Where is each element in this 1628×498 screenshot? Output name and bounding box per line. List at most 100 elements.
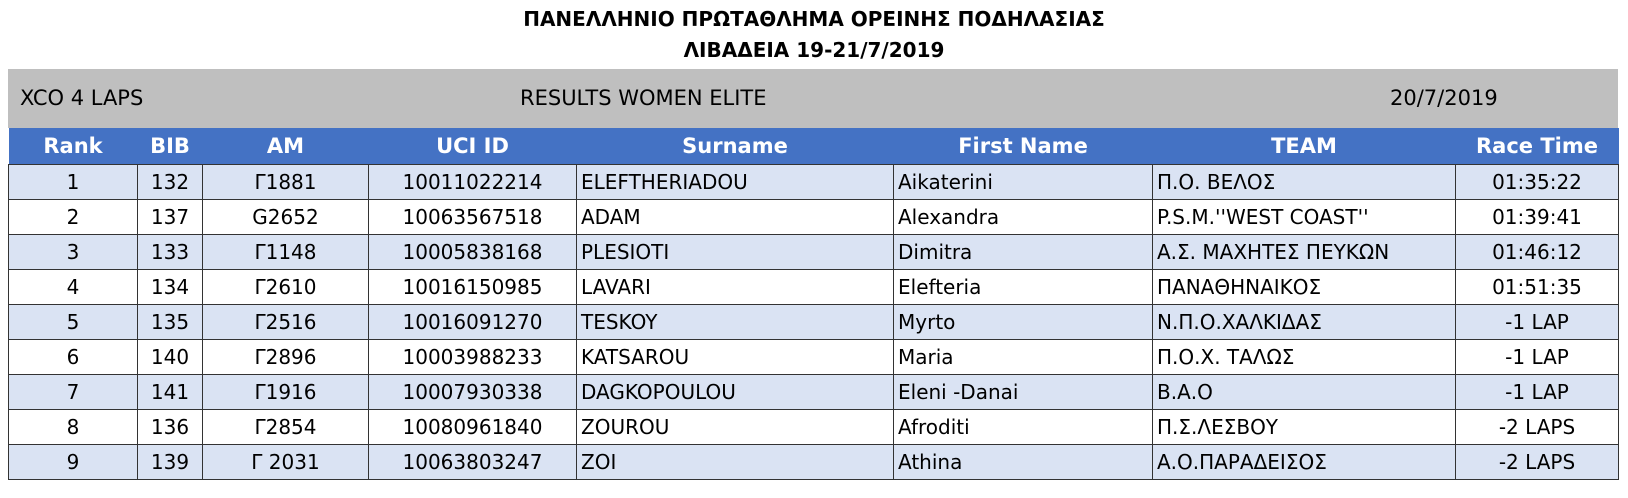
column-header: First Name (893, 128, 1153, 165)
cell: 10005838168 (368, 234, 577, 270)
result-row: 7 141 Γ1916 10007930338 DAGKOPOULOU Eleni -Da… (8, 374, 1619, 410)
cell: G2652 (202, 199, 369, 235)
cell: 133 (137, 234, 203, 270)
cell: ZOI (576, 444, 894, 480)
cell: Aikaterini (893, 164, 1153, 200)
results-table: Rank BIB AM UCI ID Surname First Name TEAM Race… (8, 128, 1619, 480)
cell: KATSAROU (576, 339, 894, 375)
cell: -2 LAPS (1455, 444, 1619, 480)
cell: ΠΑΝΑΘΗΝΑΙΚΟΣ (1152, 269, 1456, 305)
cell: 8 (8, 409, 138, 445)
cell: 01:39:41 (1455, 199, 1619, 235)
cell: 4 (8, 269, 138, 305)
cell: TESKOY (576, 304, 894, 340)
page: ΠΑΝΕΛΛΗΝΙΟ ΠΡΩΤΑΘΛΗΜΑ ΟΡΕΙΝΗΣ ΠΟΔΗΛΑΣΙΑΣ… (0, 4, 1628, 498)
cell: 10011022214 (368, 164, 577, 200)
cell: Β.Α.Ο (1152, 374, 1456, 410)
cell: Athina (893, 444, 1153, 480)
title-line: ΛΙΒΑΔΕΙΑ 19-21/7/2019 (683, 38, 945, 62)
date: 20/7/2019 (1390, 86, 1498, 110)
cell: 132 (137, 164, 203, 200)
cell: 7 (8, 374, 138, 410)
cell: 01:51:35 (1455, 269, 1619, 305)
cell: -1 LAP (1455, 374, 1619, 410)
cell: ZOUROU (576, 409, 894, 445)
column-header: UCI ID (368, 128, 577, 165)
cell: -2 LAPS (1455, 409, 1619, 445)
column-header: Surname (576, 128, 894, 165)
cell: 2 (8, 199, 138, 235)
column-header: AM (202, 128, 369, 165)
cell: Maria (893, 339, 1153, 375)
table-body: 1 132 Γ1881 10011022214 ELEFTHERIADOU Aikater… (8, 164, 1619, 480)
cell: 136 (137, 409, 203, 445)
cell: Γ2516 (202, 304, 369, 340)
cell: Myrto (893, 304, 1153, 340)
cell: 10016150985 (368, 269, 577, 305)
result-row: 4 134 Γ2610 10016150985 LAVARI Elefteria ΠΑΝΑΘ… (8, 269, 1619, 305)
result-row: 9 139 Γ 2031 10063803247 ZOI Athina Α.Ο.ΠΑΡΑΔΕ… (8, 444, 1619, 480)
cell: 6 (8, 339, 138, 375)
category: RESULTS WOMEN ELITE (520, 86, 767, 110)
column-header: Race Time (1455, 128, 1619, 165)
header: ΠΑΝΕΛΛΗΝΙΟ ΠΡΩΤΑΘΛΗΜΑ ΟΡΕΙΝΗΣ ΠΟΔΗΛΑΣΙΑΣ… (0, 4, 1628, 66)
cell: Γ 2031 (202, 444, 369, 480)
cell: Eleni -Danai (893, 374, 1153, 410)
cell: Γ2854 (202, 409, 369, 445)
result-row: 8 136 Γ2854 10080961840 ZOUROU Afroditi Π.Σ.ΛΕ… (8, 409, 1619, 445)
cell: ELEFTHERIADOU (576, 164, 894, 200)
cell: Α.Σ. ΜΑΧΗΤΕΣ ΠΕΥΚΩΝ (1152, 234, 1456, 270)
cell: 10063803247 (368, 444, 577, 480)
cell: 9 (8, 444, 138, 480)
cell: 134 (137, 269, 203, 305)
cell: ADAM (576, 199, 894, 235)
result-row: 3 133 Γ1148 10005838168 PLESIOTI Dimitra Α.Σ. … (8, 234, 1619, 270)
cell: 137 (137, 199, 203, 235)
cell: Elefteria (893, 269, 1153, 305)
cell: Γ1148 (202, 234, 369, 270)
column-header: BIB (137, 128, 203, 165)
cell: 3 (8, 234, 138, 270)
column-header: TEAM (1152, 128, 1456, 165)
cell: -1 LAP (1455, 304, 1619, 340)
cell: Ν.Π.Ο.ΧΑΛΚΙΔΑΣ (1152, 304, 1456, 340)
info-bar: XCO 4 LAPS RESULTS WOMEN ELITE 20/7/2019 (8, 69, 1618, 128)
cell: P.S.M.''WEST COAST'' (1152, 199, 1456, 235)
cell: 01:46:12 (1455, 234, 1619, 270)
result-row: 2 137 G2652 10063567518 ADAM Alexandra P.S.M.'… (8, 199, 1619, 235)
cell: DAGKOPOULOU (576, 374, 894, 410)
cell: 141 (137, 374, 203, 410)
result-row: 6 140 Γ2896 10003988233 KATSAROU Maria Π.Ο.Χ. … (8, 339, 1619, 375)
cell: 135 (137, 304, 203, 340)
result-row: 1 132 Γ1881 10011022214 ELEFTHERIADOU Aikater… (8, 164, 1619, 200)
cell: 139 (137, 444, 203, 480)
title-line: ΠΑΝΕΛΛΗΝΙΟ ΠΡΩΤΑΘΛΗΜΑ ΟΡΕΙΝΗΣ ΠΟΔΗΛΑΣΙΑΣ (523, 7, 1105, 31)
result-row: 5 135 Γ2516 10016091270 TESKOY Myrto Ν.Π.Ο.ΧΑΛ… (8, 304, 1619, 340)
cell: Afroditi (893, 409, 1153, 445)
cell: Γ1881 (202, 164, 369, 200)
cell: Γ1916 (202, 374, 369, 410)
cell: Γ2610 (202, 269, 369, 305)
cell: PLESIOTI (576, 234, 894, 270)
cell: Γ2896 (202, 339, 369, 375)
cell: 10003988233 (368, 339, 577, 375)
cell: 01:35:22 (1455, 164, 1619, 200)
cell: LAVARI (576, 269, 894, 305)
cell: 5 (8, 304, 138, 340)
cell: -1 LAP (1455, 339, 1619, 375)
cell: Dimitra (893, 234, 1153, 270)
cell: 10007930338 (368, 374, 577, 410)
cell: Π.Ο. ΒΕΛΟΣ (1152, 164, 1456, 200)
column-header: Rank (8, 128, 138, 165)
header-row: Rank BIB AM UCI ID Surname First Name TEAM Race… (8, 128, 1619, 165)
cell: 10016091270 (368, 304, 577, 340)
cell: Π.Σ.ΛΕΣΒΟΥ (1152, 409, 1456, 445)
race-name: XCO 4 LAPS (20, 86, 144, 110)
cell: 1 (8, 164, 138, 200)
cell: 140 (137, 339, 203, 375)
cell: 10063567518 (368, 199, 577, 235)
cell: Α.Ο.ΠΑΡΑΔΕΙΣΟΣ (1152, 444, 1456, 480)
cell: Π.Ο.Χ. ΤΑΛΩΣ (1152, 339, 1456, 375)
cell: Alexandra (893, 199, 1153, 235)
cell: 10080961840 (368, 409, 577, 445)
